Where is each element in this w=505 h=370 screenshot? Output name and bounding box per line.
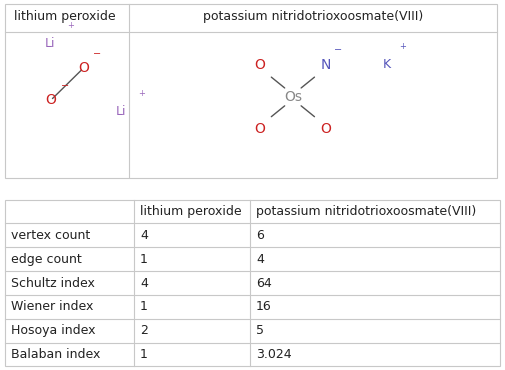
Text: 3.024: 3.024 <box>256 348 292 361</box>
Text: 64: 64 <box>256 276 272 289</box>
Text: 6: 6 <box>256 229 264 242</box>
Text: potassium nitridotrioxoosmate(VIII): potassium nitridotrioxoosmate(VIII) <box>256 205 476 218</box>
Text: O: O <box>45 94 56 108</box>
Text: Os: Os <box>284 90 302 104</box>
Text: lithium peroxide: lithium peroxide <box>14 10 115 23</box>
Text: 2: 2 <box>140 324 148 337</box>
Text: 4: 4 <box>140 229 148 242</box>
Text: Hosoya index: Hosoya index <box>11 324 95 337</box>
Text: −: − <box>93 49 102 59</box>
Text: 4: 4 <box>256 253 264 266</box>
Text: 16: 16 <box>256 300 272 313</box>
Text: 4: 4 <box>140 276 148 289</box>
Text: Li: Li <box>116 105 126 118</box>
Text: 5: 5 <box>256 324 264 337</box>
Text: 1: 1 <box>140 348 148 361</box>
Text: 1: 1 <box>140 253 148 266</box>
Text: +: + <box>399 42 406 51</box>
Text: −: − <box>61 81 69 91</box>
Text: +: + <box>67 21 74 30</box>
Text: +: + <box>138 89 145 98</box>
Text: lithium peroxide: lithium peroxide <box>140 205 241 218</box>
Text: edge count: edge count <box>11 253 82 266</box>
Text: Li: Li <box>45 37 56 50</box>
Text: vertex count: vertex count <box>11 229 90 242</box>
Text: Schultz index: Schultz index <box>11 276 95 289</box>
Text: O: O <box>255 58 266 72</box>
Text: O: O <box>78 61 89 75</box>
Text: −: − <box>334 45 342 55</box>
Text: N: N <box>321 58 331 72</box>
Text: potassium nitridotrioxoosmate(VIII): potassium nitridotrioxoosmate(VIII) <box>203 10 423 23</box>
Text: Balaban index: Balaban index <box>11 348 100 361</box>
Text: O: O <box>320 122 331 136</box>
Text: O: O <box>255 122 266 136</box>
Text: K: K <box>382 58 390 71</box>
Text: 1: 1 <box>140 300 148 313</box>
Text: Wiener index: Wiener index <box>11 300 93 313</box>
